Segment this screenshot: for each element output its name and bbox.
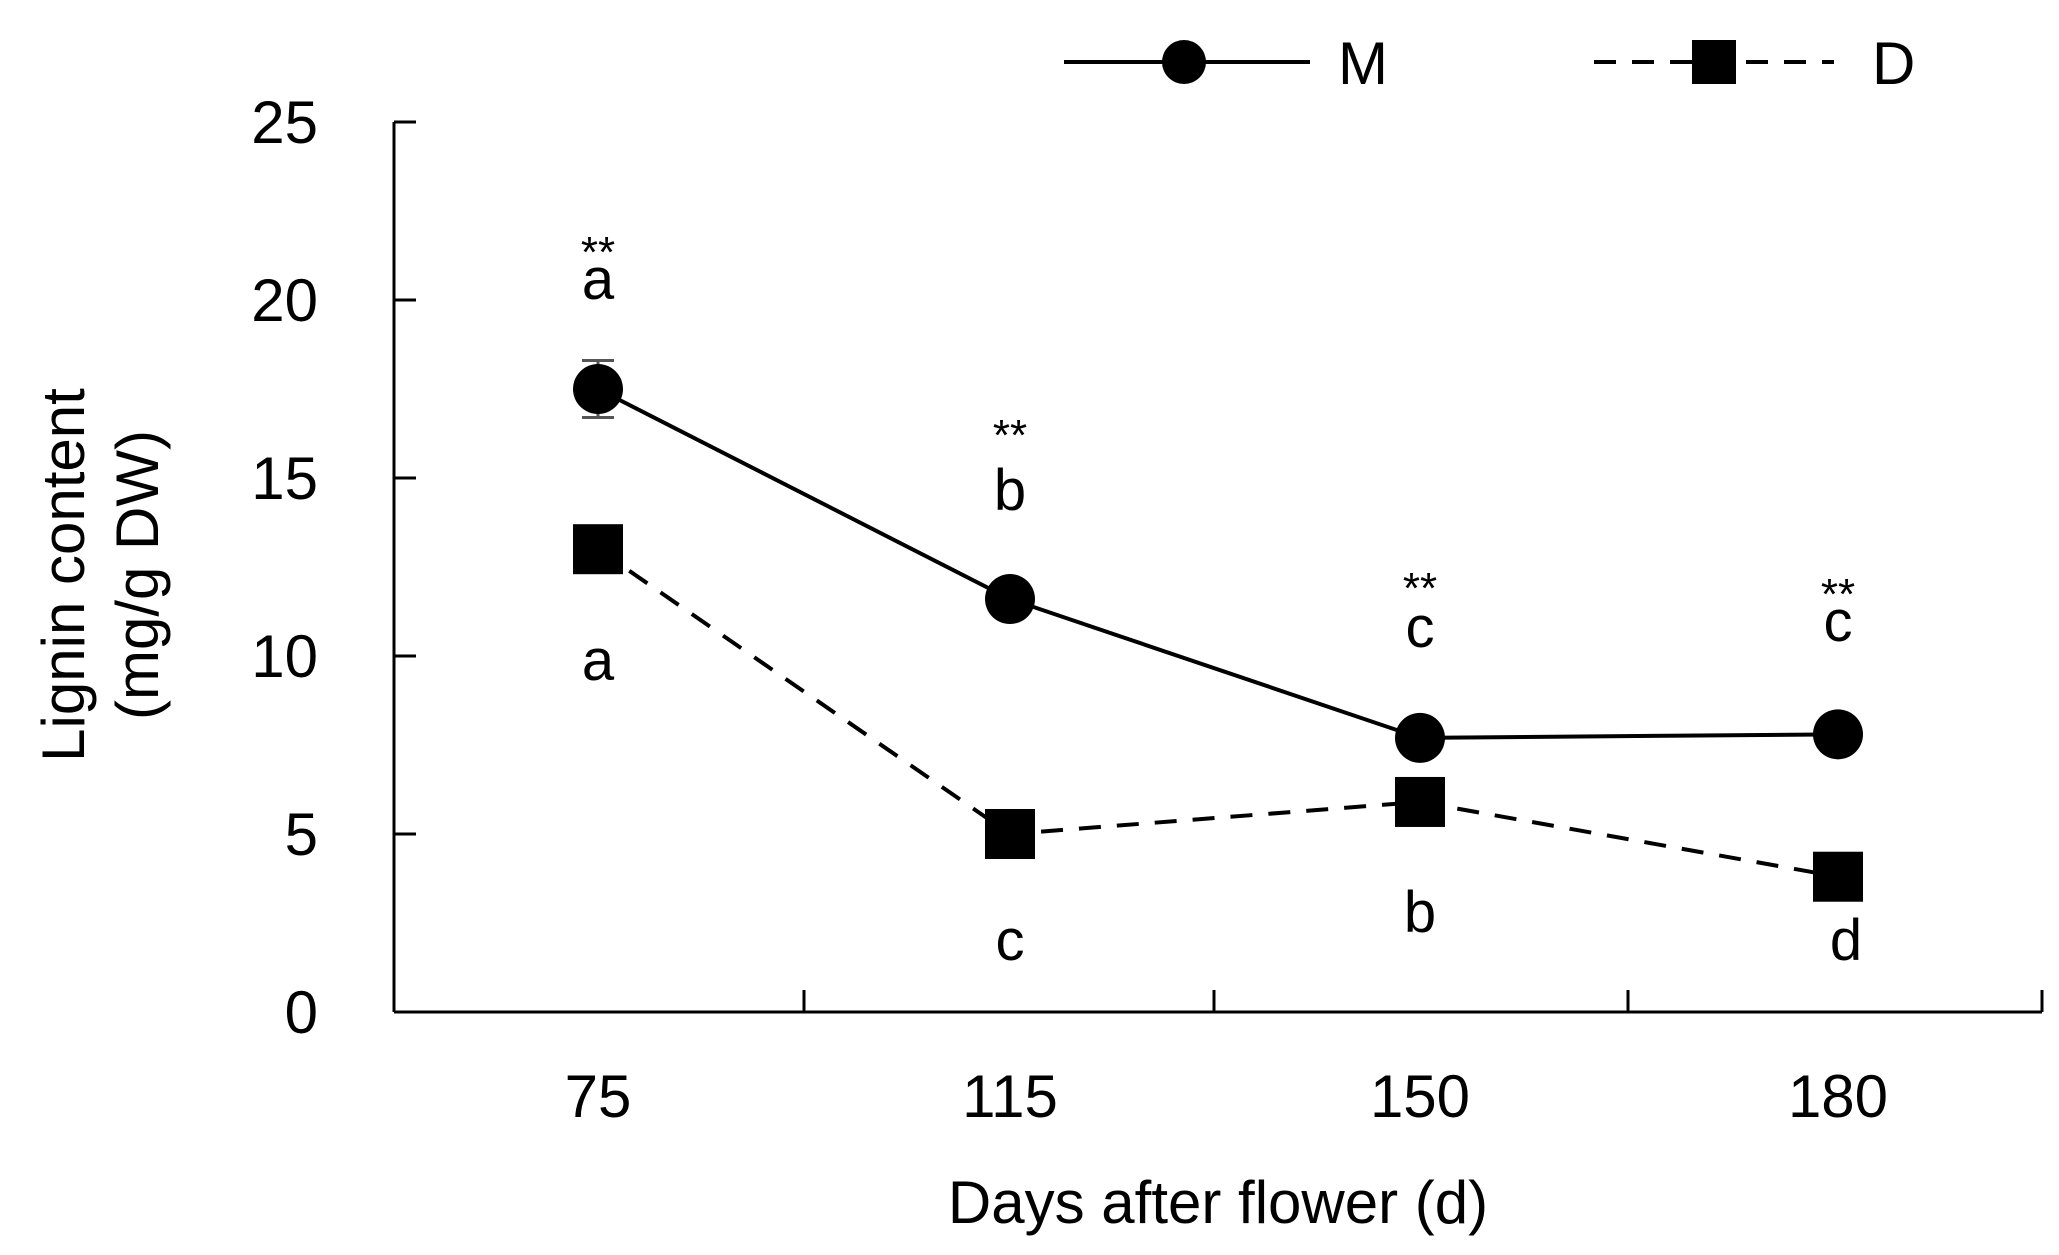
x-axis-title: Days after flower (d) xyxy=(948,1169,1488,1236)
data-point-D xyxy=(1395,776,1445,827)
legend-label-D: D xyxy=(1872,30,1915,97)
y-axis-title-line1: Lignin content xyxy=(30,388,97,762)
significance-stars: ** xyxy=(1403,564,1437,613)
significance-stars: ** xyxy=(581,228,615,277)
y-axis-title-line2: (mg/g DW) xyxy=(104,430,171,720)
x-tick-label: 115 xyxy=(962,1063,1058,1130)
series-layer xyxy=(573,359,1863,902)
significance-letter-M: a xyxy=(582,247,615,312)
y-tick-label: 15 xyxy=(251,445,318,512)
annotation-layer: a b c c a c b d ** ** ** ** xyxy=(581,228,1862,973)
data-point-M xyxy=(1395,712,1445,763)
significance-letter-D: b xyxy=(1404,880,1436,945)
data-point-D xyxy=(1813,851,1863,902)
x-tick-label: 180 xyxy=(1788,1063,1888,1130)
y-tick-label: 10 xyxy=(251,623,318,690)
significance-letter-D: c xyxy=(996,908,1025,973)
data-point-M xyxy=(573,364,623,414)
data-point-D xyxy=(573,524,623,575)
significance-letter-M: c xyxy=(1824,589,1853,654)
significance-letter-D: d xyxy=(1830,908,1862,973)
legend-label-M: M xyxy=(1338,30,1388,97)
x-tick-label: 150 xyxy=(1370,1063,1470,1130)
x-tick-label: 75 xyxy=(565,1063,632,1130)
legend-marker-M xyxy=(1162,40,1206,84)
series-line-D xyxy=(596,547,1839,879)
data-point-M xyxy=(985,574,1035,625)
axes: 0 5 10 15 20 25 75 115 150 180 Days after flower (… xyxy=(30,89,2044,1236)
significance-letter-M: c xyxy=(1406,595,1435,660)
legend-marker-D xyxy=(1692,40,1736,84)
data-point-D xyxy=(985,809,1035,859)
data-point-M xyxy=(1813,709,1863,760)
significance-letter-M: b xyxy=(994,458,1026,523)
y-tick-label: 25 xyxy=(251,89,318,156)
y-tick-label: 5 xyxy=(285,801,318,868)
series-line-M xyxy=(597,387,1839,740)
y-tick-label: 0 xyxy=(285,979,318,1046)
significance-stars: ** xyxy=(993,411,1027,460)
significance-stars: ** xyxy=(1821,570,1855,619)
y-tick-label: 20 xyxy=(251,267,318,334)
significance-letter-D: a xyxy=(582,628,615,693)
